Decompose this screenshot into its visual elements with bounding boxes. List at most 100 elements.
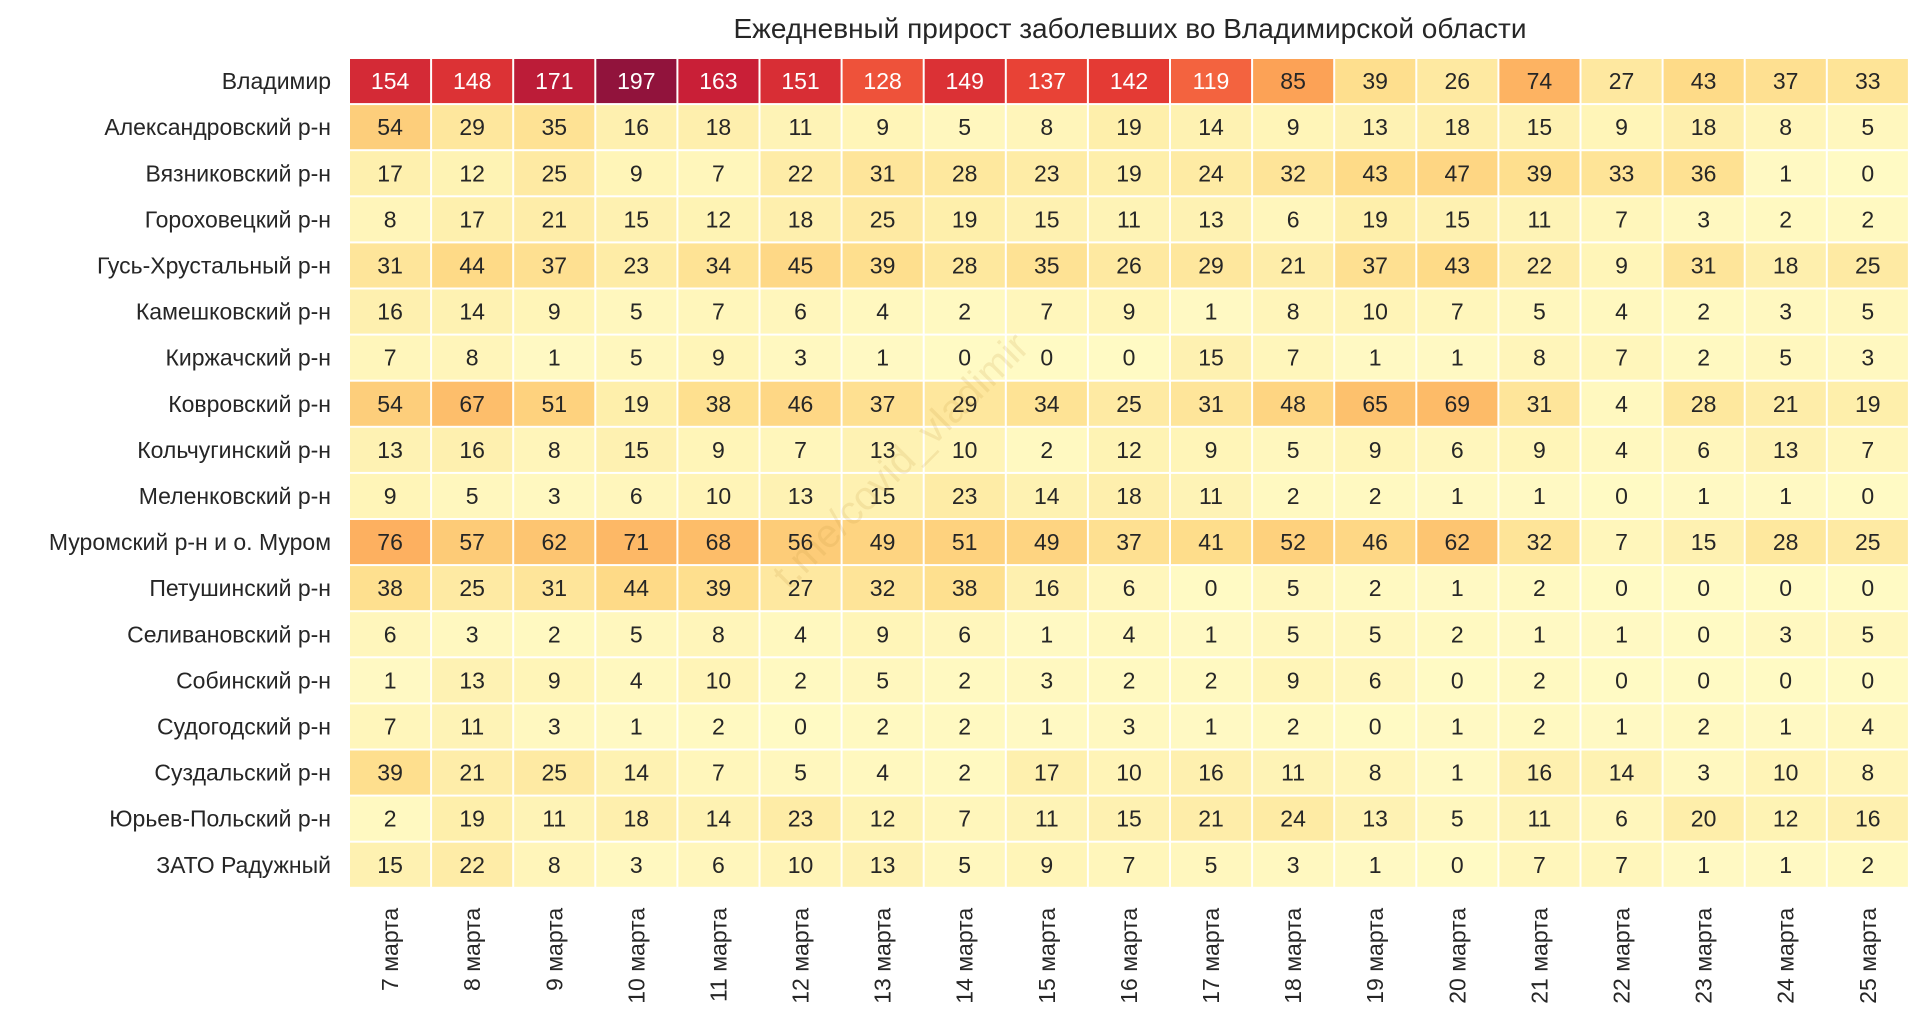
heatmap-cell bbox=[514, 658, 595, 703]
cell-value-label: 3 bbox=[630, 852, 643, 878]
heatmap-cell bbox=[760, 243, 841, 288]
column-label: 17 марта bbox=[1198, 908, 1224, 1004]
heatmap-cell bbox=[1088, 105, 1169, 150]
cell-value-label: 54 bbox=[377, 114, 403, 140]
cell-value-label: 3 bbox=[466, 621, 479, 647]
cell-value-label: 137 bbox=[1028, 68, 1066, 94]
cell-value-label: 7 bbox=[712, 160, 725, 186]
heatmap-cell bbox=[1499, 335, 1580, 380]
cell-value-label: 5 bbox=[1861, 621, 1874, 647]
heatmap-cell bbox=[1745, 612, 1826, 657]
heatmap-cell bbox=[1417, 566, 1498, 611]
heatmap-cell bbox=[596, 612, 677, 657]
heatmap-cell bbox=[1745, 704, 1826, 749]
heatmap-cell bbox=[596, 520, 677, 565]
cell-value-label: 5 bbox=[1287, 621, 1300, 647]
heatmap-cell bbox=[1335, 59, 1416, 104]
cell-value-label: 1 bbox=[1451, 575, 1464, 601]
column-label: 22 марта bbox=[1609, 908, 1635, 1004]
cell-value-label: 44 bbox=[624, 575, 650, 601]
cell-value-label: 1 bbox=[876, 345, 889, 371]
cell-value-label: 69 bbox=[1445, 391, 1471, 417]
heatmap-cell bbox=[350, 59, 431, 104]
row-label: Петушинский р-н bbox=[149, 575, 331, 601]
heatmap-cell bbox=[924, 796, 1005, 841]
column-label: 10 марта bbox=[623, 908, 649, 1004]
cell-value-label: 3 bbox=[1779, 299, 1792, 325]
cell-value-label: 34 bbox=[1034, 391, 1060, 417]
heatmap-cell bbox=[842, 796, 923, 841]
cell-value-label: 15 bbox=[1527, 114, 1553, 140]
cell-value-label: 4 bbox=[876, 760, 889, 786]
heatmap-cell bbox=[350, 197, 431, 242]
cell-value-label: 2 bbox=[1697, 345, 1710, 371]
heatmap-cell bbox=[596, 151, 677, 196]
cell-value-label: 5 bbox=[958, 852, 971, 878]
heatmap-cell bbox=[1827, 704, 1908, 749]
heatmap-cell bbox=[1006, 796, 1087, 841]
heatmap-cell bbox=[514, 750, 595, 795]
heatmap-cell bbox=[514, 704, 595, 749]
cell-value-label: 3 bbox=[548, 713, 561, 739]
heatmap-cell bbox=[514, 335, 595, 380]
cell-value-label: 16 bbox=[1855, 806, 1881, 832]
heatmap-cell bbox=[842, 151, 923, 196]
row-labels: Владимир Александровский р-н Вязниковский … bbox=[49, 68, 331, 878]
heatmap-cell bbox=[1827, 842, 1908, 887]
heatmap-cell bbox=[514, 796, 595, 841]
heatmap-cell bbox=[1171, 520, 1252, 565]
cell-value-label: 0 bbox=[1861, 575, 1874, 601]
heatmap-cell bbox=[1663, 197, 1744, 242]
heatmap-cell bbox=[596, 658, 677, 703]
cell-value-label: 3 bbox=[1697, 760, 1710, 786]
heatmap-cell bbox=[760, 704, 841, 749]
heatmap-cell bbox=[1006, 151, 1087, 196]
heatmap-cell bbox=[1499, 566, 1580, 611]
cell-value-label: 3 bbox=[1779, 621, 1792, 647]
row-label: Селивановский р-н bbox=[127, 621, 331, 647]
cell-value-label: 6 bbox=[712, 852, 725, 878]
cell-value-label: 9 bbox=[548, 299, 561, 325]
cell-value-label: 7 bbox=[712, 299, 725, 325]
heatmap-cell bbox=[1581, 796, 1662, 841]
heatmap-cell bbox=[678, 520, 759, 565]
heatmap-cell bbox=[1745, 197, 1826, 242]
heatmap-cell bbox=[1335, 704, 1416, 749]
heatmap-cell bbox=[1417, 335, 1498, 380]
column-label: 24 марта bbox=[1773, 908, 1799, 1004]
cell-value-label: 11 bbox=[1117, 206, 1141, 232]
column-label: 20 марта bbox=[1444, 908, 1470, 1004]
cell-value-label: 0 bbox=[1697, 575, 1710, 601]
cell-value-label: 47 bbox=[1445, 160, 1471, 186]
cell-value-label: 28 bbox=[952, 160, 978, 186]
heatmap-cell bbox=[1663, 704, 1744, 749]
column-label: 12 марта bbox=[788, 908, 814, 1004]
heatmap-cell bbox=[1006, 105, 1087, 150]
heatmap-cell bbox=[350, 796, 431, 841]
heatmap-cell bbox=[1253, 381, 1334, 426]
cell-value-label: 10 bbox=[788, 852, 814, 878]
cell-value-label: 16 bbox=[1198, 760, 1224, 786]
cell-value-label: 22 bbox=[788, 160, 814, 186]
heatmap-cell bbox=[596, 842, 677, 887]
cell-value-label: 2 bbox=[958, 713, 971, 739]
cell-value-label: 2 bbox=[1369, 483, 1382, 509]
heatmap-cell bbox=[924, 842, 1005, 887]
cell-value-label: 15 bbox=[624, 437, 650, 463]
cell-value-label: 0 bbox=[1861, 667, 1874, 693]
cell-value-label: 8 bbox=[1779, 114, 1792, 140]
cell-value-label: 76 bbox=[377, 529, 403, 555]
cell-value-label: 1 bbox=[1779, 713, 1792, 739]
cell-value-label: 19 bbox=[1855, 391, 1881, 417]
cell-value-label: 10 bbox=[952, 437, 978, 463]
heatmap-cell bbox=[1499, 105, 1580, 150]
heatmap-cell bbox=[1417, 796, 1498, 841]
heatmap-cell bbox=[1499, 658, 1580, 703]
heatmap-cell bbox=[1006, 59, 1087, 104]
heatmap-cell bbox=[1335, 520, 1416, 565]
cell-value-label: 1 bbox=[1040, 713, 1053, 739]
cell-value-label: 22 bbox=[459, 852, 485, 878]
heatmap-cell bbox=[1088, 335, 1169, 380]
heatmap-cell bbox=[432, 427, 513, 472]
cell-value-label: 10 bbox=[1773, 760, 1799, 786]
